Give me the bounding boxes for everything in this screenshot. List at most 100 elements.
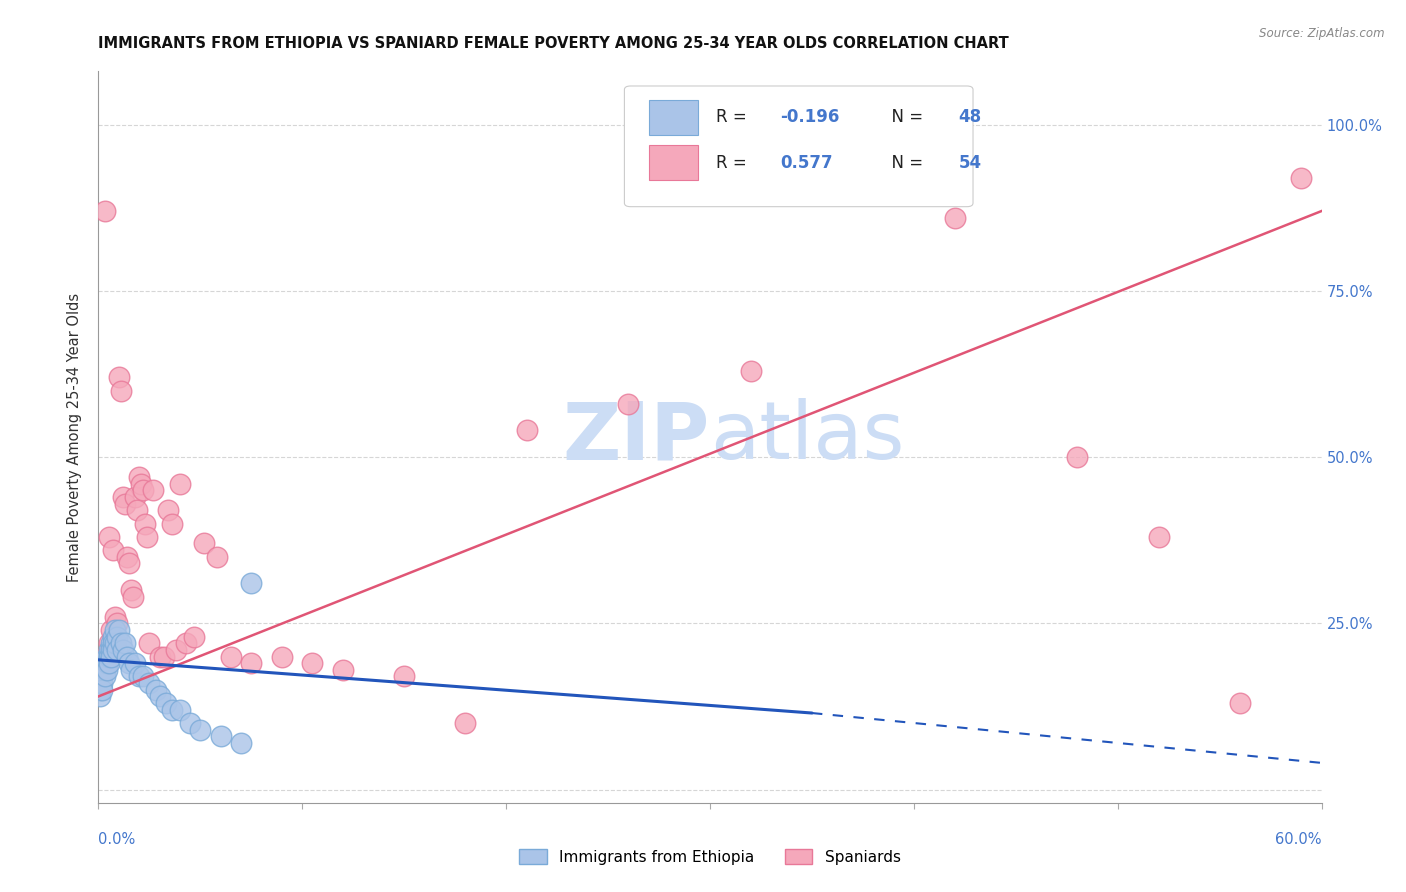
Point [152, 649, 174, 664]
Point [516, 424, 538, 438]
Point [160, 516, 183, 531]
Text: N =: N = [882, 109, 928, 127]
Point [193, 536, 215, 550]
Point [128, 470, 150, 484]
Point [108, 623, 131, 637]
Point [108, 370, 131, 384]
Point [91, 663, 114, 677]
Point [174, 636, 197, 650]
Point [110, 636, 132, 650]
Point [96, 649, 118, 664]
Point [219, 649, 242, 664]
Point [883, 118, 905, 132]
Text: 54: 54 [959, 153, 981, 172]
Point [301, 656, 323, 670]
Point [127, 503, 149, 517]
Point [101, 636, 124, 650]
Point [149, 690, 172, 704]
Point [138, 636, 160, 650]
Point [240, 656, 263, 670]
Text: R =: R = [716, 153, 758, 172]
Point [93, 656, 115, 670]
Point [169, 476, 191, 491]
Point [134, 516, 156, 531]
Text: 48: 48 [959, 109, 981, 127]
Point [105, 643, 128, 657]
Point [138, 676, 160, 690]
Point [93, 649, 115, 664]
Point [104, 609, 127, 624]
Point [100, 649, 122, 664]
Point [156, 503, 179, 517]
Y-axis label: Female Poverty Among 25-34 Year Olds: Female Poverty Among 25-34 Year Olds [67, 293, 83, 582]
Point [97, 643, 120, 657]
Point [205, 549, 228, 564]
Point [100, 636, 122, 650]
Point [128, 669, 150, 683]
Point [96, 656, 118, 670]
FancyBboxPatch shape [650, 100, 697, 135]
Point [132, 483, 155, 498]
Point [188, 723, 212, 737]
Point [93, 204, 115, 219]
Point [1147, 530, 1170, 544]
Point [149, 649, 172, 664]
Point [111, 643, 134, 657]
Text: 0.0%: 0.0% [98, 832, 135, 847]
Point [124, 490, 146, 504]
Point [114, 636, 136, 650]
Point [129, 476, 152, 491]
Text: N =: N = [882, 153, 928, 172]
Point [169, 703, 191, 717]
Point [96, 656, 118, 670]
Point [97, 636, 120, 650]
Point [392, 669, 416, 683]
Point [120, 582, 142, 597]
Point [165, 643, 187, 657]
Point [101, 543, 124, 558]
Point [89, 676, 111, 690]
Point [105, 616, 128, 631]
Point [101, 630, 124, 644]
Point [91, 663, 114, 677]
Point [97, 530, 120, 544]
Text: Source: ZipAtlas.com: Source: ZipAtlas.com [1260, 27, 1385, 40]
Point [91, 676, 114, 690]
Point [89, 669, 111, 683]
Point [89, 676, 111, 690]
Point [104, 623, 127, 637]
Point [114, 497, 136, 511]
Point [155, 696, 177, 710]
FancyBboxPatch shape [650, 145, 697, 180]
Point [943, 211, 966, 225]
Point [617, 397, 640, 411]
Point [89, 690, 111, 704]
Point [118, 656, 141, 670]
Text: R =: R = [716, 109, 752, 127]
Text: 0.577: 0.577 [780, 153, 832, 172]
Point [183, 630, 205, 644]
Point [93, 669, 115, 683]
Point [1291, 170, 1313, 185]
Point [124, 656, 146, 670]
Point [111, 490, 134, 504]
Text: ZIP: ZIP [562, 398, 710, 476]
Point [132, 669, 155, 683]
Text: -0.196: -0.196 [780, 109, 839, 127]
Point [97, 649, 120, 664]
Point [145, 682, 167, 697]
Point [454, 716, 477, 731]
FancyBboxPatch shape [624, 86, 973, 207]
Point [209, 729, 232, 743]
Text: atlas: atlas [710, 398, 904, 476]
Point [240, 576, 263, 591]
Point [97, 656, 120, 670]
Point [101, 643, 124, 657]
Point [332, 663, 354, 677]
Point [91, 682, 114, 697]
Point [231, 736, 253, 750]
Point [1229, 696, 1251, 710]
Point [136, 530, 159, 544]
Point [93, 663, 115, 677]
Point [179, 716, 201, 731]
